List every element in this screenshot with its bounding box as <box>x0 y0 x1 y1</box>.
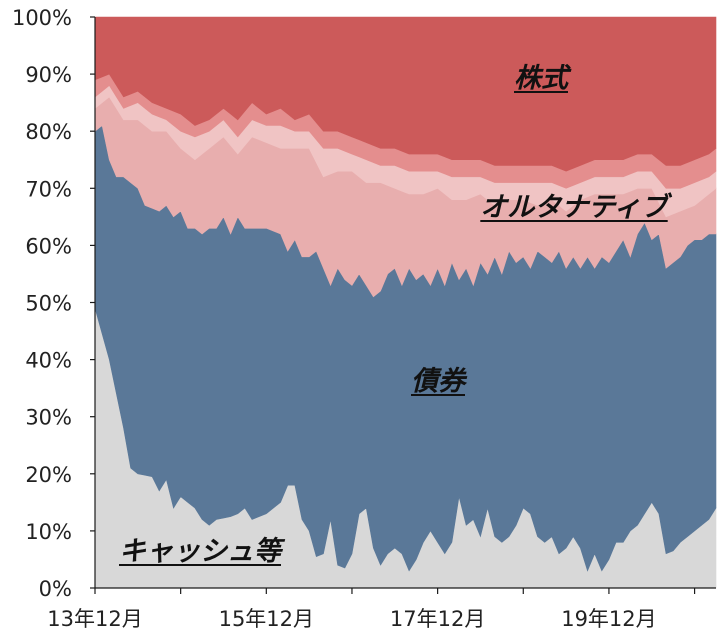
series-label-bonds: 債券 <box>411 366 468 397</box>
y-tick-label: 50% <box>25 292 72 316</box>
y-tick-label: 10% <box>25 520 72 544</box>
x-axis: 13年12月 15年12月 17年12月 19年12月 <box>47 587 716 631</box>
x-tick-label: 15年12月 <box>219 607 314 631</box>
y-tick-label: 70% <box>25 177 72 201</box>
series-label-equities: 株式 <box>514 63 572 94</box>
x-tick-label: 17年12月 <box>390 607 485 631</box>
x-tick-label: 19年12月 <box>561 607 656 631</box>
series-labels: キャッシュ等 債券 オルタナティブ 株式 <box>119 63 673 567</box>
y-tick-label: 0% <box>39 577 72 601</box>
y-axis: 0% 10% 20% 30% 40% 50% 60% 70% 80% 90% 100% <box>12 6 96 601</box>
x-tick-label: 13年12月 <box>47 607 142 631</box>
y-tick-label: 40% <box>25 349 72 373</box>
y-tick-label: 80% <box>25 120 72 144</box>
y-tick-label: 90% <box>25 63 72 87</box>
y-tick-label: 30% <box>25 406 72 430</box>
y-tick-label: 20% <box>25 463 72 487</box>
y-tick-label: 60% <box>25 234 72 258</box>
y-tick-label: 100% <box>12 6 72 30</box>
series-label-cash: キャッシュ等 <box>119 536 286 567</box>
area-layers <box>94 16 717 589</box>
series-label-alternatives: オルタナティブ <box>480 192 672 223</box>
area-equities <box>94 16 717 172</box>
